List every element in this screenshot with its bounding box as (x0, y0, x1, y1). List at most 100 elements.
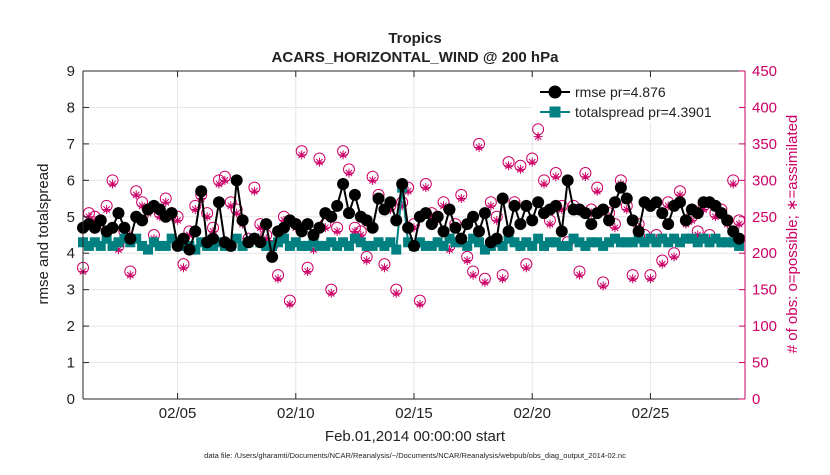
totalspread-point (101, 233, 112, 244)
totalspread-point (633, 233, 644, 244)
legend-rmse-label: rmse pr=4.876 (575, 84, 666, 100)
totalspread-point (521, 237, 532, 248)
rmse-point (212, 196, 225, 209)
rmse-point (236, 214, 249, 227)
x-axis-label: Feb.01,2014 00:00:00 start (325, 428, 506, 445)
obs-assimilated-point (439, 201, 449, 211)
totalspread-point (237, 240, 248, 251)
totalspread-point (83, 240, 94, 251)
totalspread-point (326, 237, 337, 248)
obs-assimilated-point (521, 263, 531, 273)
rmse-point (679, 214, 692, 227)
obs-assimilated-point (184, 230, 194, 240)
y-tick-label: 9 (67, 63, 75, 80)
obs-assimilated-point (255, 223, 265, 233)
totalspread-point (592, 237, 603, 248)
rmse-point (254, 236, 267, 249)
rmse-point (195, 185, 208, 198)
rmse-point (520, 199, 533, 212)
obs-assimilated-point (220, 175, 230, 185)
rmse-point (496, 192, 509, 205)
totalspread-point (450, 237, 461, 248)
obs-assimilated-point (533, 132, 543, 142)
rmse-point (408, 239, 420, 252)
totalspread-point (267, 240, 278, 251)
y-tick-label: 4 (67, 245, 75, 262)
totalspread-point (462, 240, 473, 251)
rmse-point (473, 225, 486, 238)
y2-tick-label: 350 (752, 136, 777, 153)
rmse-point (106, 221, 119, 234)
totalspread-point (385, 237, 396, 248)
totalspread-point (474, 237, 485, 248)
totalspread-point (580, 240, 591, 251)
totalspread-point (403, 237, 414, 248)
totalspread-point (95, 240, 106, 251)
totalspread-point (728, 237, 739, 248)
totalspread-point (639, 237, 650, 248)
obs-assimilated-point (344, 168, 354, 178)
totalspread-point (533, 233, 544, 244)
y-axis-label: rmse and totalspread (35, 164, 52, 305)
legend-spread-marker (549, 106, 561, 118)
totalspread-point (497, 240, 508, 251)
rmse-point (313, 221, 326, 234)
obs-assimilated-point (610, 223, 620, 233)
totalspread-point (332, 240, 343, 251)
rmse-point (449, 221, 462, 234)
rmse-point (455, 232, 468, 245)
totalspread-point (361, 240, 372, 251)
rmse-point (555, 225, 568, 238)
rmse-point (656, 207, 669, 220)
totalspread-point (320, 240, 331, 251)
totalspread-point (367, 240, 378, 251)
totalspread-point (574, 237, 585, 248)
rmse-point (585, 218, 598, 231)
obs-assimilated-point (480, 277, 490, 287)
obs-assimilated-point (303, 266, 313, 276)
obs-assimilated-point (728, 179, 738, 189)
rmse-point (118, 221, 131, 234)
obs-assimilated-point (504, 161, 514, 171)
obs-assimilated-point (190, 204, 200, 214)
rmse-point (384, 196, 397, 209)
obs-assimilated-point (332, 226, 342, 236)
totalspread-point (426, 240, 437, 251)
rmse-point (626, 214, 639, 227)
obs-assimilated-point (362, 256, 372, 266)
rmse-point (207, 232, 220, 245)
rmse-point (183, 243, 196, 256)
totalspread-point (373, 237, 384, 248)
obs-assimilated-point (285, 299, 295, 309)
rmse-point (721, 214, 734, 227)
obs-assimilated-point (108, 179, 118, 189)
y-tick-label: 0 (67, 391, 75, 408)
totalspread-point (479, 244, 490, 255)
rmse-point (691, 207, 704, 220)
obs-assimilated-point (456, 194, 466, 204)
y2-tick-label: 0 (752, 391, 760, 408)
rmse-point (549, 199, 562, 212)
totalspread-point (627, 237, 638, 248)
totalspread-point (598, 240, 609, 251)
totalspread-point (113, 237, 124, 248)
obs-assimilated-point (693, 230, 703, 240)
totalspread-point (208, 240, 219, 251)
totalspread-point (154, 240, 165, 251)
rmse-point (632, 225, 645, 238)
obs-assimilated-point (314, 157, 324, 167)
rmse-point (508, 199, 521, 212)
rmse-point (112, 207, 125, 220)
rmse-point (490, 232, 503, 245)
obs-assimilated-point (675, 190, 685, 200)
obs-assimilated-point (173, 215, 183, 225)
y2-tick-label: 200 (752, 245, 777, 262)
obs-assimilated-point (539, 179, 549, 189)
totalspread-point (296, 240, 307, 251)
obs-assimilated-point (350, 226, 360, 236)
obs-assimilated-point (403, 186, 413, 196)
rmse-point (177, 232, 190, 245)
rmse-point (124, 232, 137, 245)
legend: rmse pr=4.876 totalspread pr=4.3901 (531, 80, 739, 122)
